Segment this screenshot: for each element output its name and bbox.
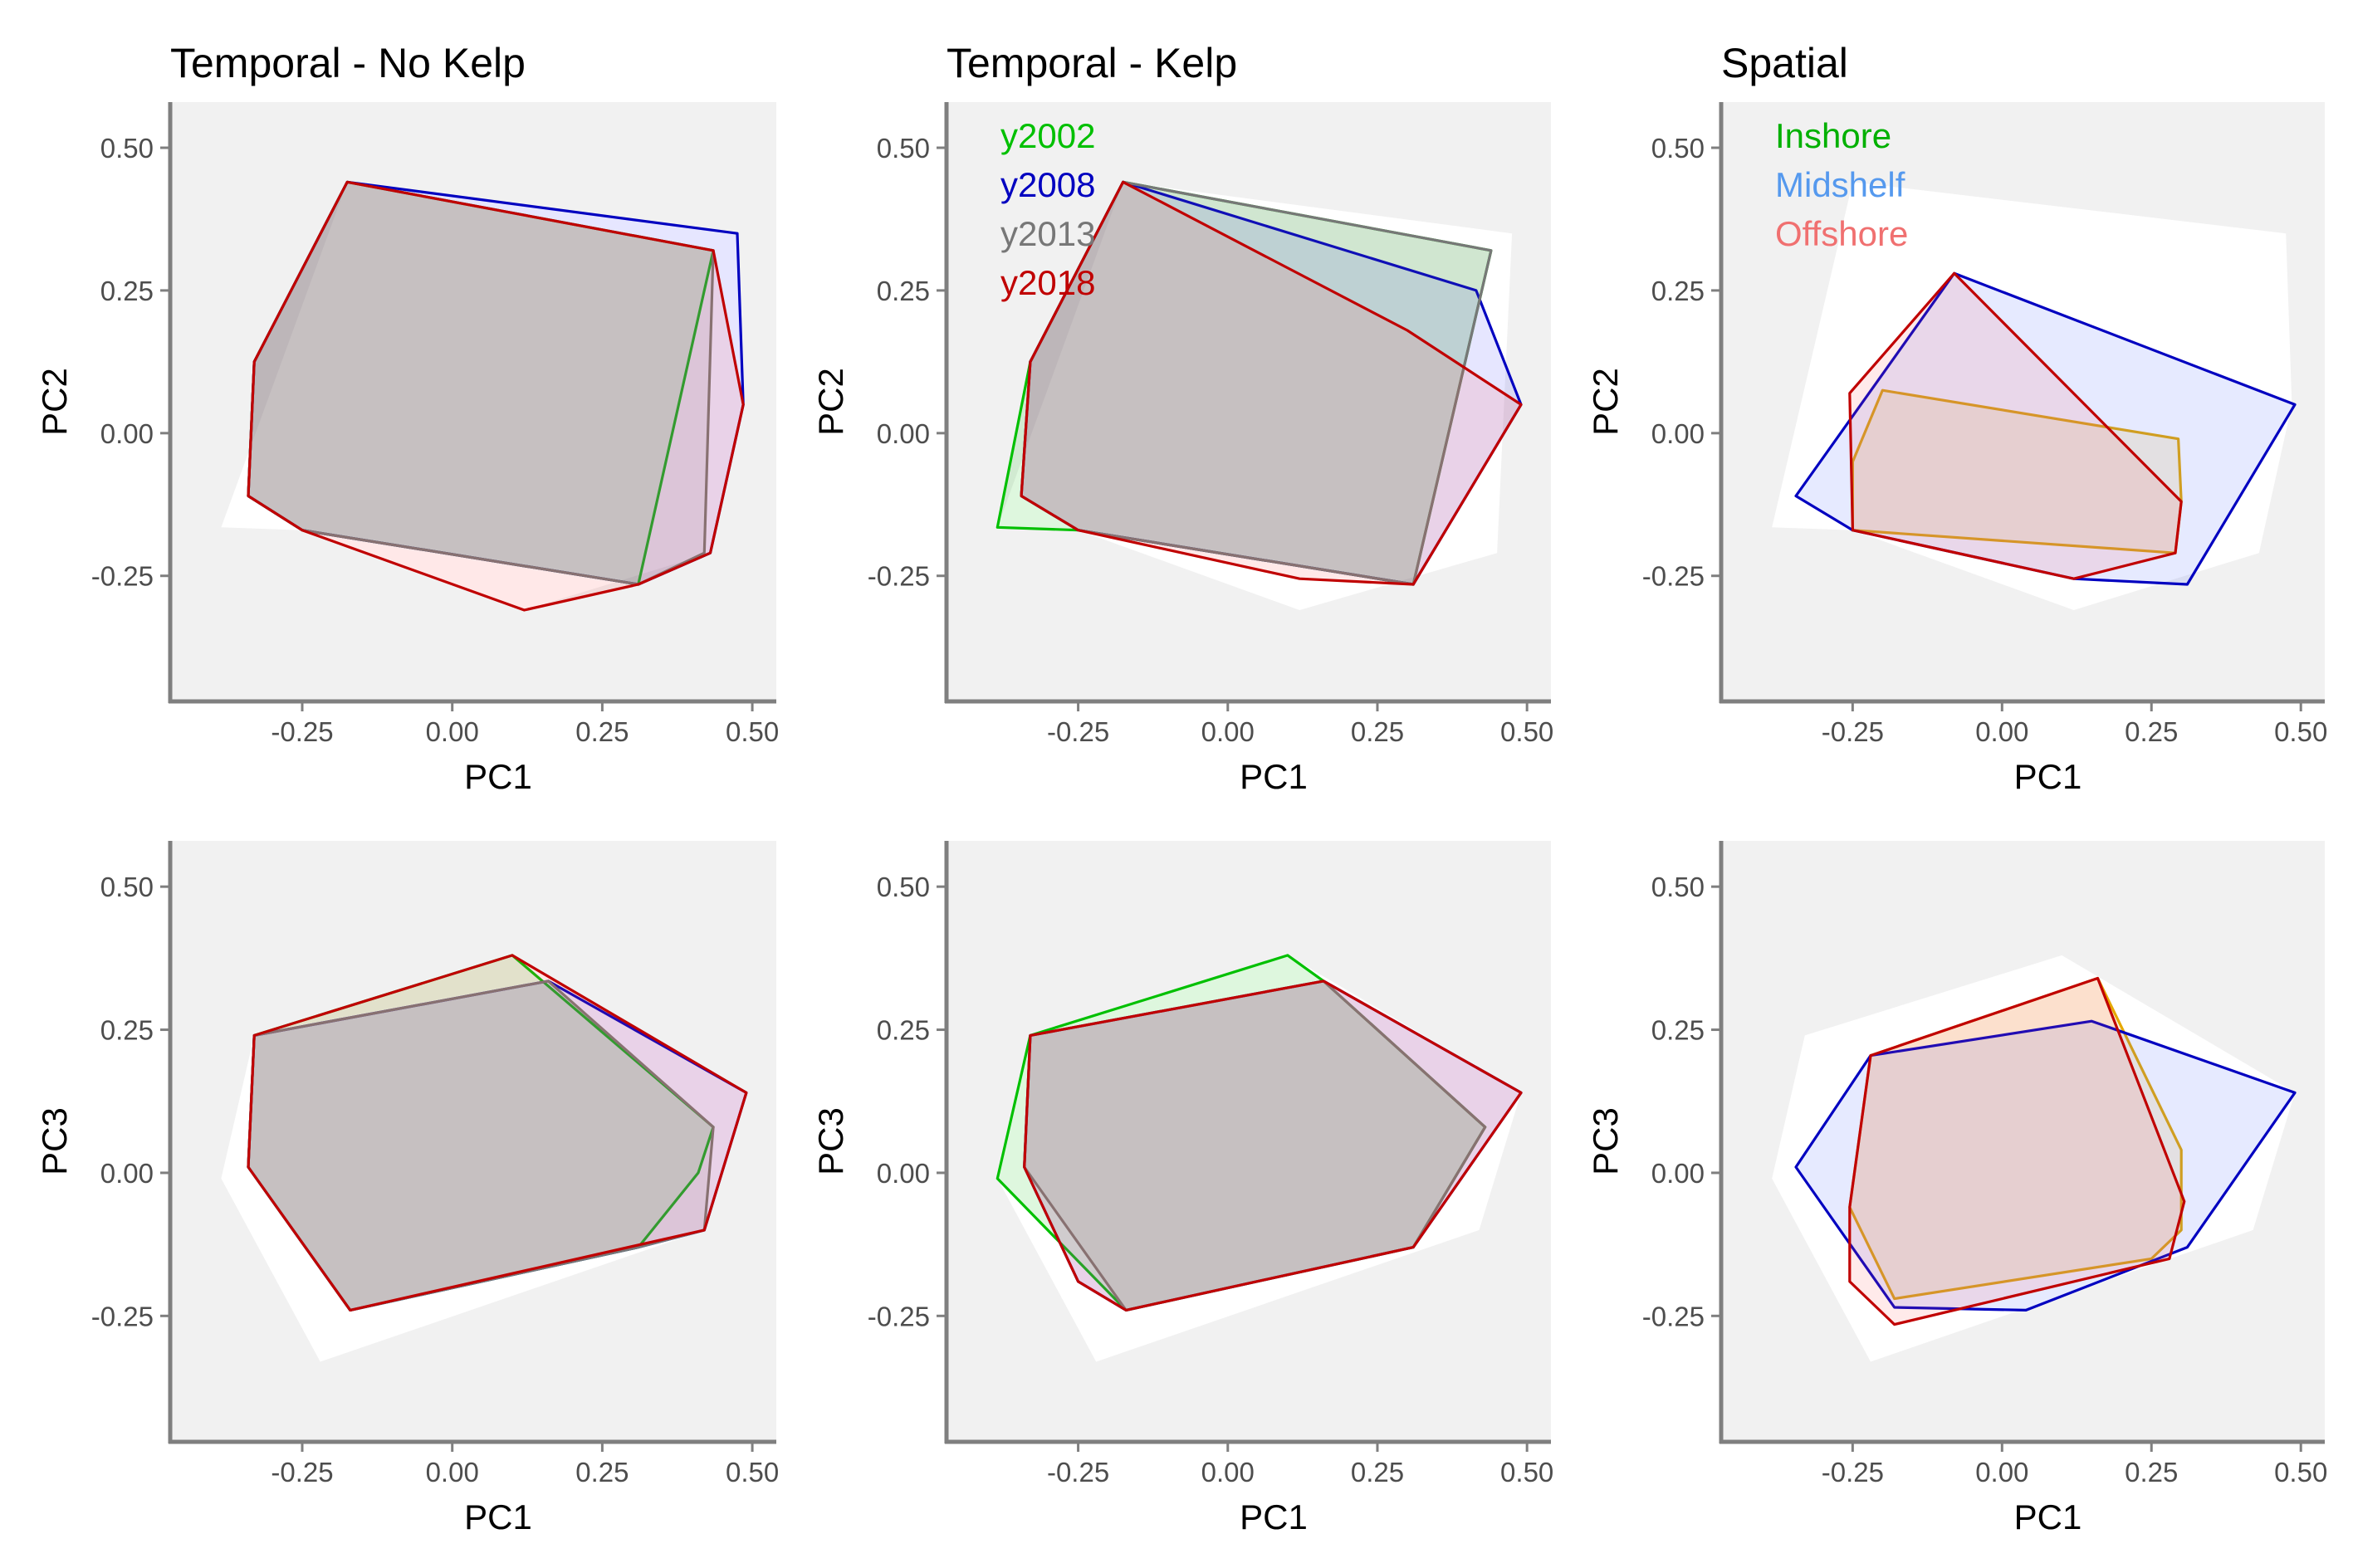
y-tick-label: 0.25 [100, 276, 154, 306]
background-hull [221, 955, 746, 1362]
y-tick-label: 0.50 [100, 872, 154, 902]
y-tick-label: 0.00 [877, 418, 930, 449]
panel-title: Temporal - No Kelp [170, 40, 526, 86]
panel-1: -0.25 0.00 0.25 0.50 -0.25 0.00 0.25 0.50 PC1 PC2… [35, 40, 779, 796]
x-axis-title: PC1 [2014, 1497, 2082, 1536]
x-tick-label: 0.50 [726, 716, 779, 747]
x-tick-label: 0.25 [2125, 716, 2178, 747]
panel-title: Spatial [1721, 40, 1848, 86]
y-tick-label: 0.00 [1651, 418, 1705, 449]
x-axis-title: PC1 [464, 757, 532, 796]
y-tick-label: 0.25 [877, 276, 930, 306]
y-axis-title: PC3 [35, 1107, 74, 1175]
x-tick-label: 0.00 [1975, 1457, 2028, 1487]
legend-y2018: y2018 [1000, 263, 1095, 302]
y-axis-title: PC2 [35, 368, 74, 436]
hull-midshelf [1794, 1019, 2297, 1312]
x-tick-label: 0.00 [426, 1457, 479, 1487]
y-tick-label: 0.50 [877, 133, 930, 164]
y-tick-label: 0.50 [877, 872, 930, 902]
y-tick-label: 0.00 [1651, 1158, 1705, 1189]
y-tick-label: 0.50 [1651, 133, 1705, 164]
panel-title: Temporal - Kelp [947, 40, 1237, 86]
panel-5: -0.25 0.00 0.25 0.50 -0.25 0.00 0.25 0.50 PC1 PC3 [811, 841, 1553, 1536]
y-tick-label: -0.25 [91, 561, 154, 592]
legend-midshelf: Midshelf [1775, 165, 1905, 204]
x-tick-label: -0.25 [1047, 1457, 1109, 1487]
legend-y2008: y2008 [1000, 165, 1095, 204]
background-hull [1772, 182, 2292, 611]
hull-series-4 [247, 954, 748, 1312]
x-tick-label: 0.25 [575, 716, 629, 747]
x-tick-label: -0.25 [1822, 716, 1884, 747]
y-tick-label: -0.25 [1642, 561, 1705, 592]
background-hull [997, 955, 1521, 1362]
y-tick-label: 0.25 [1651, 276, 1705, 306]
y-tick-label: 0.00 [100, 1158, 154, 1189]
y-axis-title: PC3 [1586, 1107, 1625, 1175]
x-tick-label: 0.25 [1351, 1457, 1404, 1487]
y-tick-label: 0.00 [100, 418, 154, 449]
x-tick-label: 0.50 [1500, 716, 1553, 747]
y-tick-label: 0.50 [1651, 872, 1705, 902]
panel-6: -0.25 0.00 0.25 0.50 -0.25 0.00 0.25 0.50 PC1 PC3 [1586, 841, 2327, 1536]
legend-offshore: Offshore [1775, 214, 1908, 253]
background-hull [997, 182, 1513, 611]
panel-2: -0.25 0.00 0.25 0.50 -0.25 0.00 0.25 0.50 PC1 PC2… [811, 40, 1553, 796]
y-tick-label: -0.25 [868, 561, 930, 592]
x-axis-title: PC1 [464, 1497, 532, 1536]
hull-series-4 [247, 180, 745, 612]
legend-y2002: y2002 [1000, 116, 1095, 155]
x-tick-label: -0.25 [271, 716, 333, 747]
y-tick-label: -0.25 [1642, 1301, 1705, 1331]
hull-inshore [1848, 976, 2183, 1301]
y-tick-label: -0.25 [868, 1301, 930, 1331]
hull-offshore [1848, 271, 2183, 580]
x-tick-label: 0.00 [426, 716, 479, 747]
y-tick-label: 0.00 [877, 1158, 930, 1189]
x-tick-label: 0.00 [1201, 716, 1255, 747]
x-tick-label: 0.00 [1201, 1457, 1255, 1487]
x-tick-label: -0.25 [1047, 716, 1109, 747]
x-tick-label: -0.25 [271, 1457, 333, 1487]
x-tick-label: 0.25 [2125, 1457, 2178, 1487]
background-hull [221, 182, 744, 611]
panel-3: -0.25 0.00 0.25 0.50 -0.25 0.00 0.25 0.50 PC1 PC2… [1586, 40, 2327, 796]
panel-4: -0.25 0.00 0.25 0.50 -0.25 0.00 0.25 0.50 PC1 PC3 [35, 841, 779, 1536]
hull-y2018 [1020, 180, 1523, 586]
y-tick-label: 0.25 [1651, 1015, 1705, 1046]
x-tick-label: 0.00 [1975, 716, 2028, 747]
y-axis-title: PC3 [811, 1107, 850, 1175]
y-axis-title: PC2 [811, 368, 850, 436]
x-tick-label: 0.50 [2274, 716, 2327, 747]
x-axis-title: PC1 [2014, 757, 2082, 796]
hull-offshore [1848, 976, 2186, 1326]
x-tick-label: 0.50 [2274, 1457, 2327, 1487]
x-tick-label: 0.50 [1500, 1457, 1553, 1487]
y-tick-label: -0.25 [91, 1301, 154, 1331]
legend-y2013: y2013 [1000, 214, 1095, 253]
y-tick-label: 0.25 [877, 1015, 930, 1046]
legend-inshore: Inshore [1775, 116, 1891, 155]
x-axis-title: PC1 [1240, 757, 1308, 796]
x-tick-label: 0.25 [575, 1457, 629, 1487]
y-tick-label: 0.50 [100, 133, 154, 164]
hull-y2018 [1023, 979, 1523, 1312]
x-axis-title: PC1 [1240, 1497, 1308, 1536]
y-axis-title: PC2 [1586, 368, 1625, 436]
x-tick-label: 0.50 [726, 1457, 779, 1487]
y-tick-label: 0.25 [100, 1015, 154, 1046]
x-tick-label: 0.25 [1351, 716, 1404, 747]
x-tick-label: -0.25 [1822, 1457, 1884, 1487]
